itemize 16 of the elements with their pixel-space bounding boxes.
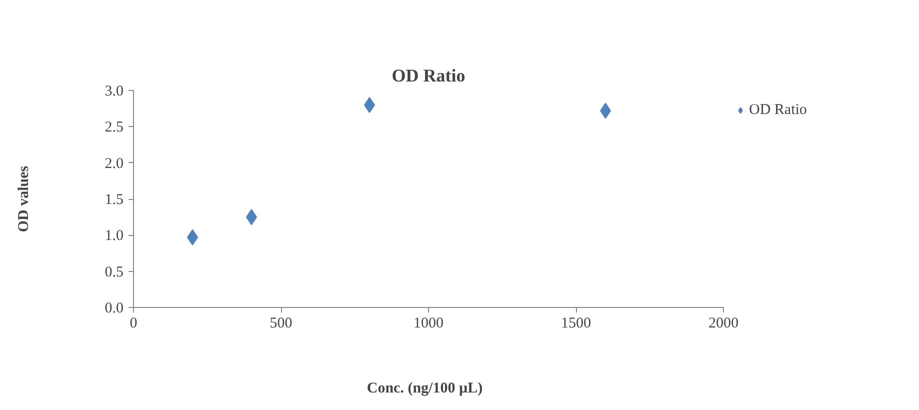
chart-title: OD Ratio: [392, 66, 466, 86]
y-tick-label: 3.0: [104, 84, 124, 100]
y-tick-label: 0.5: [104, 264, 124, 280]
y-tick-label: 2.0: [104, 156, 124, 172]
y-tick-label: 1.0: [104, 228, 124, 244]
x-tick-label: 1500: [561, 316, 591, 332]
x-tick-label: 500: [270, 316, 292, 332]
x-tick-label: 2000: [708, 316, 738, 332]
x-axis-title: Conc. (ng/100 µL): [366, 380, 483, 396]
y-axis-title: OD values: [16, 166, 32, 232]
x-tick-label: 1000: [414, 316, 444, 332]
x-tick-label: 0: [130, 316, 138, 332]
y-tick-label: 1.5: [104, 192, 124, 208]
legend-label: OD Ratio: [749, 102, 807, 118]
y-tick-label: 2.5: [104, 120, 124, 136]
y-tick-label: 0.0: [104, 300, 124, 316]
